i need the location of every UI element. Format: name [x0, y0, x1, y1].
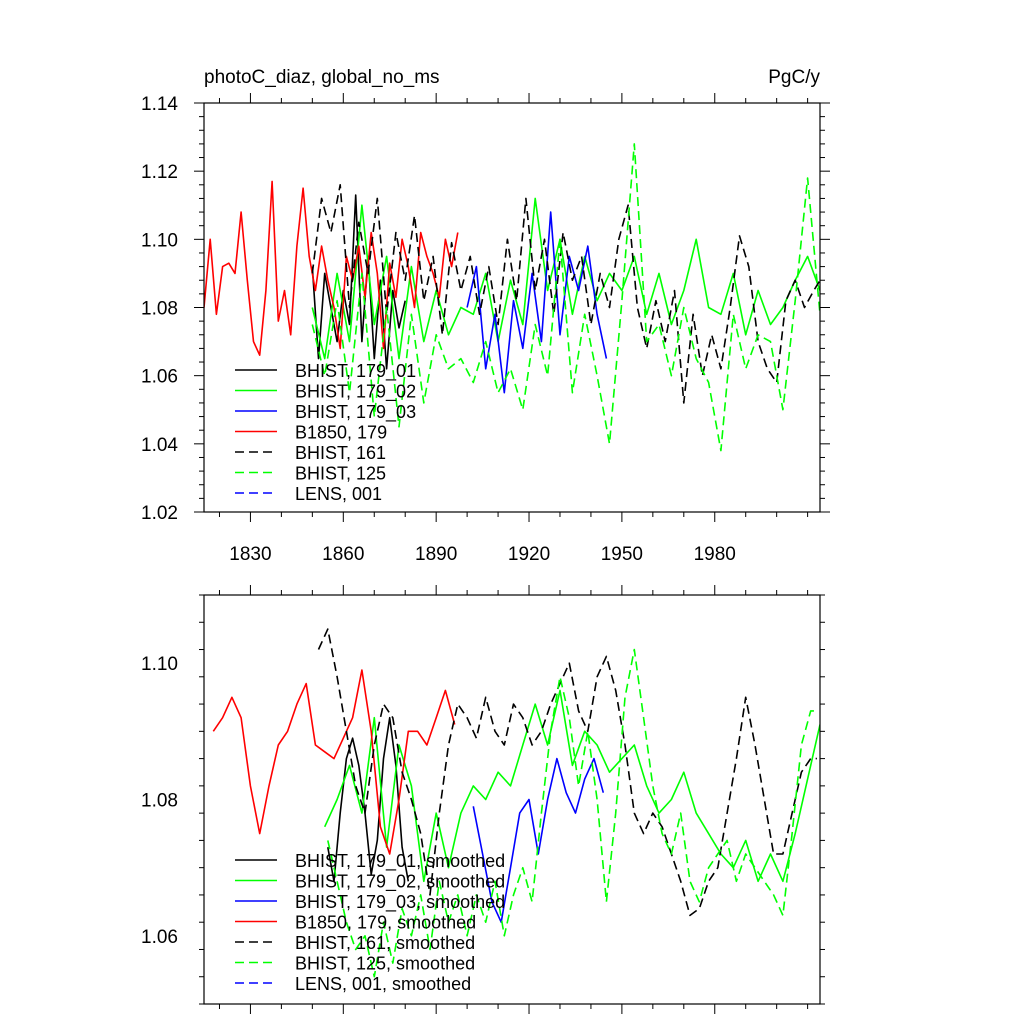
x-tick-label: 1830 [229, 544, 271, 565]
x-tick-label: 1860 [322, 544, 364, 565]
series-line-1-0 [327, 716, 410, 883]
plot-frame [203, 594, 821, 1005]
x-tick-label: 1950 [601, 544, 643, 565]
series-line-0-4 [311, 184, 820, 404]
legend-label: BHIST, 125, smoothed [295, 954, 475, 974]
y-tick-label: 1.08 [141, 791, 178, 812]
y-tick-label: 1.10 [141, 654, 178, 675]
y-tick-label: 1.08 [141, 299, 178, 320]
y-tick-label: 1.14 [141, 94, 178, 115]
top-panel-title: photoC_diaz, global_no_ms [204, 67, 440, 88]
series-line-0-2 [466, 211, 608, 394]
legend-label: B1850, 179, smoothed [295, 913, 476, 933]
legend-label: LENS, 001 [295, 484, 382, 504]
legend-label: BHIST, 179_02, smoothed [295, 872, 505, 893]
x-tick-label: 1920 [508, 544, 550, 565]
series-line-1-5 [327, 648, 817, 978]
series-line-0-3 [204, 180, 459, 357]
legend-label: BHIST, 179_01, smoothed [295, 851, 505, 872]
top-panel-units: PgC/y [768, 67, 820, 88]
legend-label: BHIST, 179_03, smoothed [295, 892, 505, 913]
legend-label: LENS, 001, smoothed [295, 974, 471, 994]
x-tick-label: 1980 [694, 544, 736, 565]
legend-label: BHIST, 179_03 [295, 402, 416, 423]
y-tick-label: 1.02 [141, 503, 178, 524]
legend-label: BHIST, 161 [295, 443, 386, 463]
series-line-1-3 [212, 669, 456, 855]
top-panel: photoC_diaz, global_no_ms PgC/y 1830 1860… [141, 67, 830, 565]
y-tick-label: 1.06 [141, 367, 178, 388]
series-line-0-5 [311, 143, 820, 452]
y-tick-label: 1.04 [141, 435, 178, 456]
series-line-1-4 [317, 628, 817, 917]
legend-label: BHIST, 161, smoothed [295, 933, 475, 953]
series-line-1-2 [472, 757, 605, 924]
y-tick-label: 1.06 [141, 927, 178, 948]
y-tick-label: 1.10 [141, 230, 178, 251]
series-line-1-1 [323, 689, 820, 883]
y-tick-label: 1.12 [141, 162, 178, 183]
legend-label: BHIST, 179_01 [295, 361, 416, 382]
legend-label: BHIST, 179_02 [295, 382, 416, 403]
x-tick-label: 1890 [415, 544, 457, 565]
legend-label: B1850, 179 [295, 423, 387, 443]
legend-label: BHIST, 125 [295, 464, 386, 484]
